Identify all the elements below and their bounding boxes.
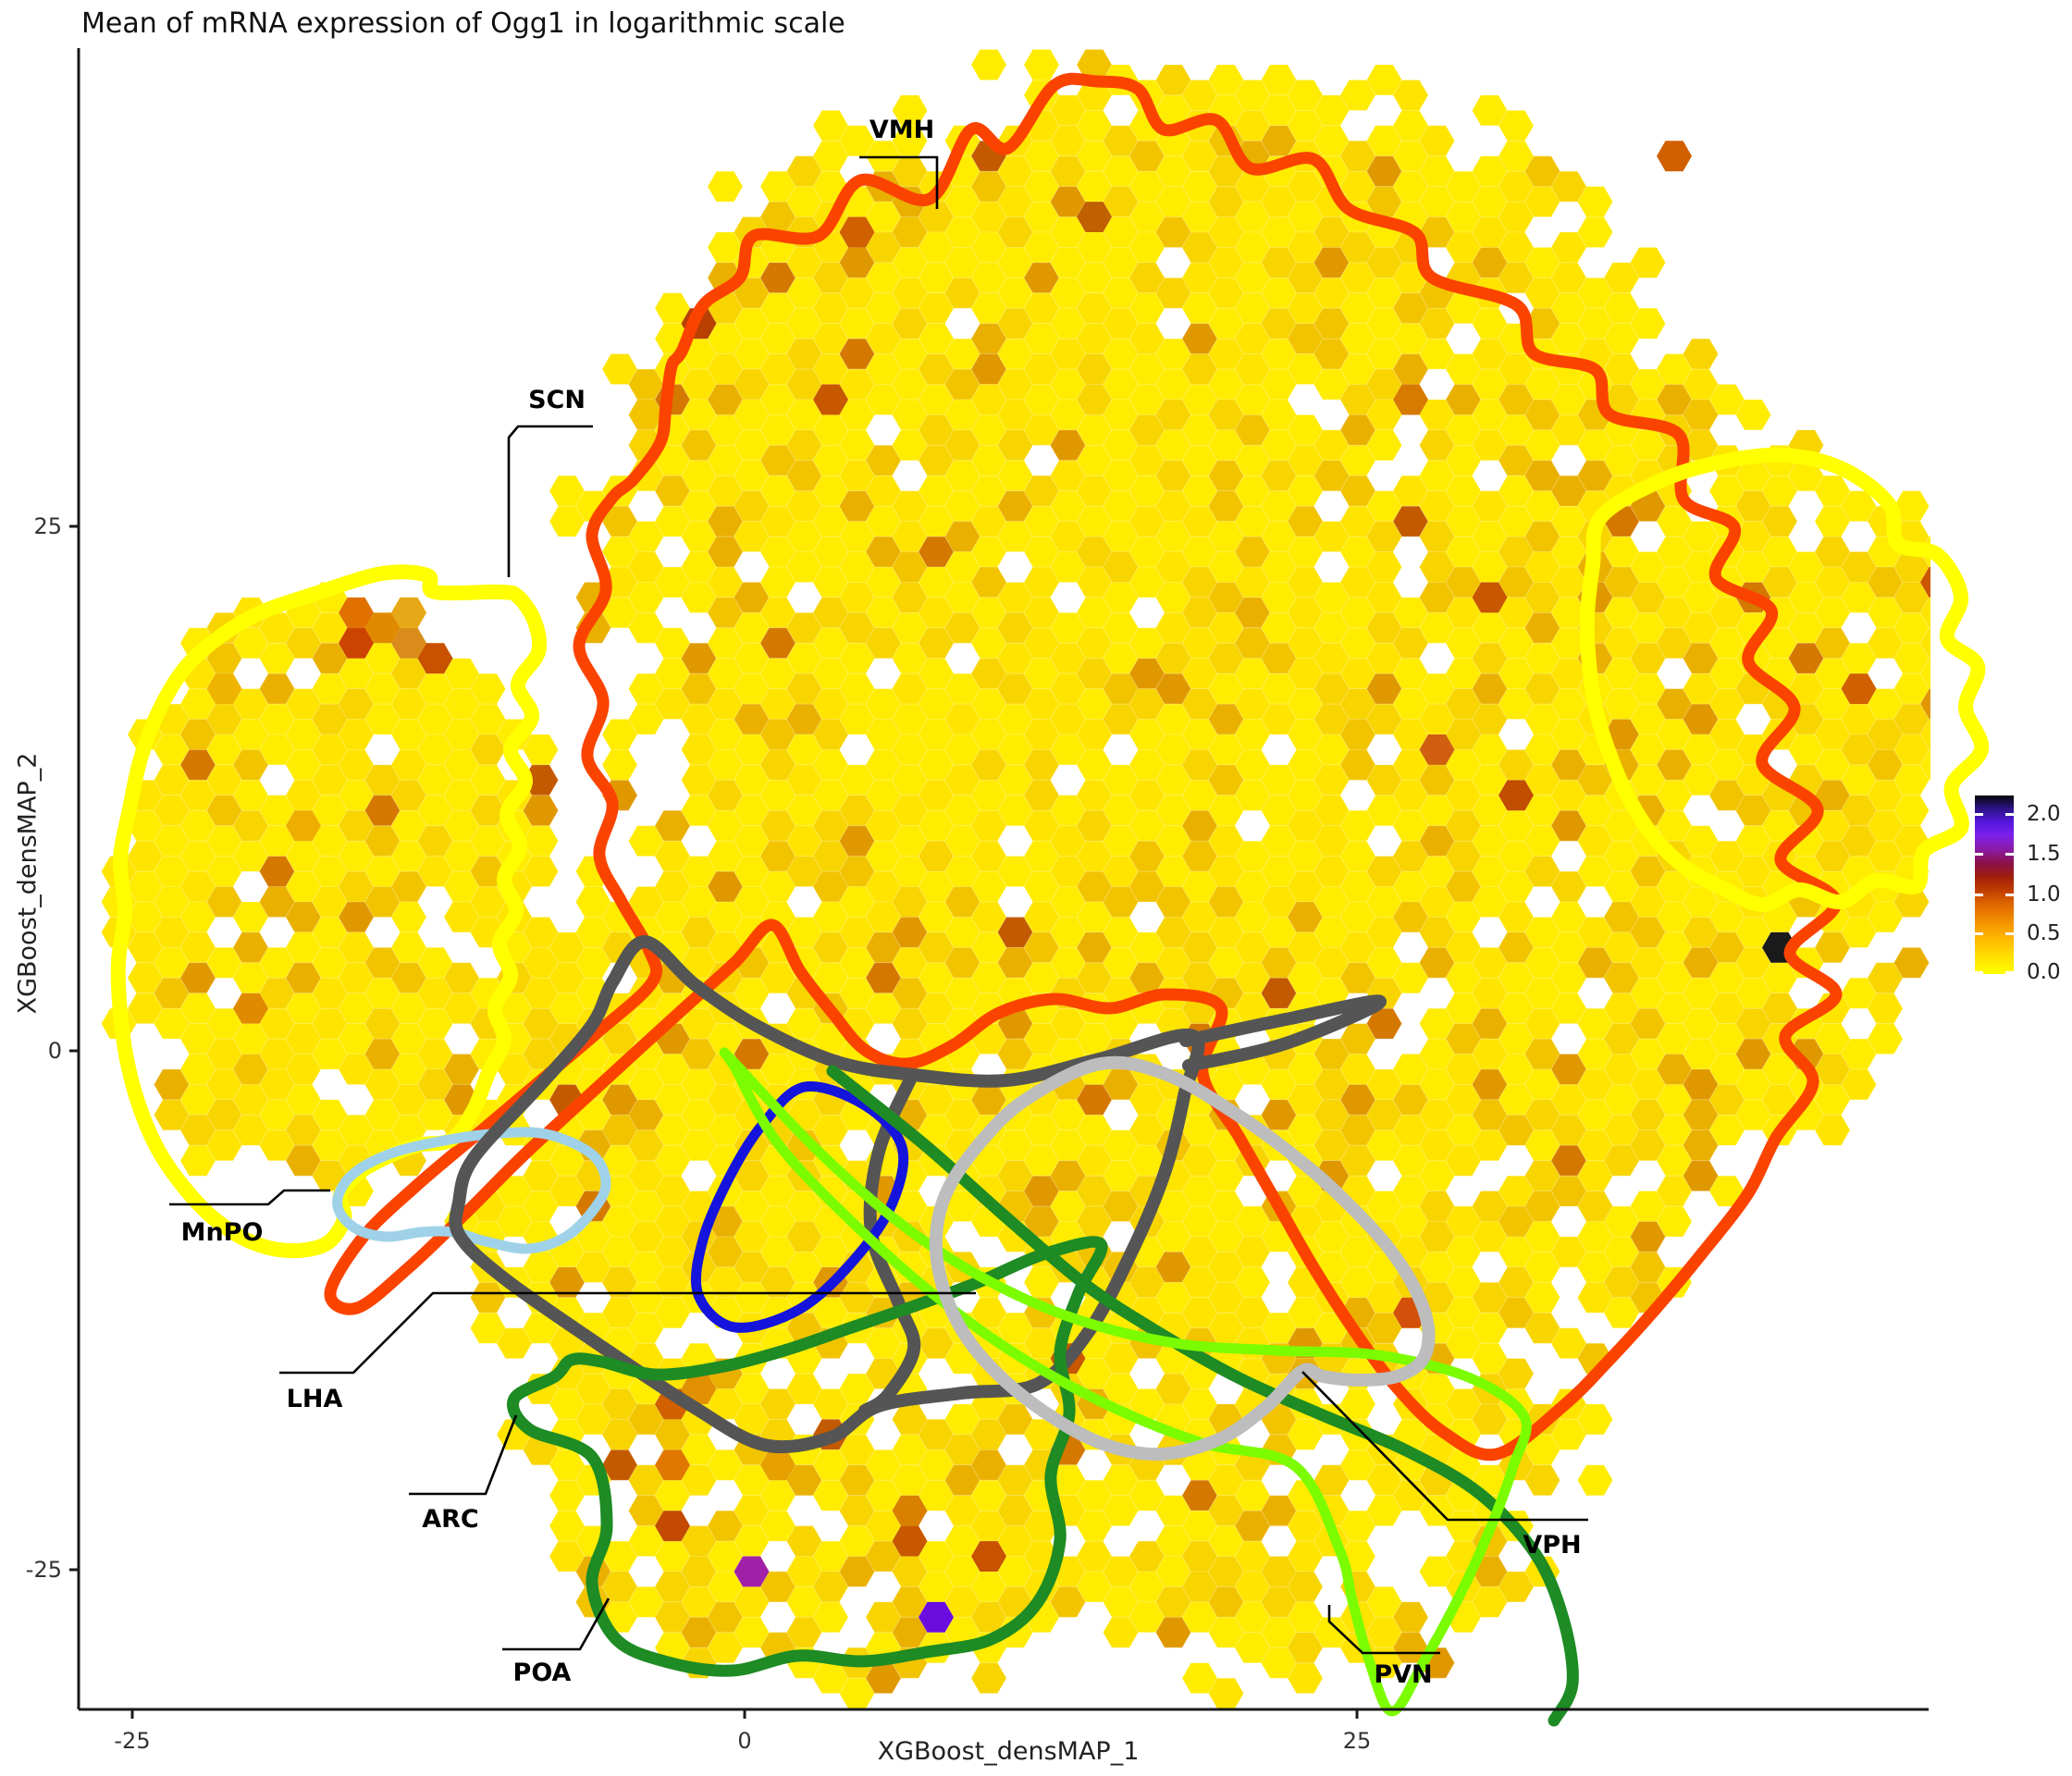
special-hex (206, 673, 242, 705)
x-tick-label: 0 (737, 1728, 751, 1754)
y-tick-label: -25 (26, 1557, 62, 1583)
x-tick-label: 25 (1343, 1728, 1372, 1754)
special-hex (1472, 582, 1508, 613)
region-label-vph: VPH (1523, 1531, 1581, 1560)
y-tick-label: 25 (33, 513, 62, 539)
region-outline-poa (826, 1065, 1579, 1727)
special-hex (1077, 202, 1112, 232)
region-label-scn: SCN (528, 386, 586, 414)
special-hex (919, 1601, 954, 1633)
region-outline-scn (1579, 447, 1990, 912)
region-label-poa: POA (513, 1659, 572, 1687)
special-hex (734, 1556, 770, 1587)
region-outline-lha (1179, 994, 1387, 1072)
region-outline-mnpo (332, 1127, 611, 1254)
colorbar-label: 1.0 (2027, 882, 2061, 906)
region-outline-poa (507, 1236, 1108, 1677)
region-label-lha: LHA (287, 1385, 343, 1413)
special-hex (813, 384, 848, 415)
special-hex (1920, 567, 1930, 598)
colorbar-tick (2005, 853, 2014, 856)
region-annotations: VMH SCN MnPO LHA ARC POA PVN VPH (169, 116, 1588, 1689)
colorbar-label: 2.0 (2027, 802, 2061, 826)
colorbar-tick (2005, 932, 2014, 935)
leader-line-pvn (1327, 1605, 1440, 1655)
region-label-arc: ARC (422, 1505, 479, 1534)
special-hex (655, 1511, 690, 1542)
y-axis-title: XGBoost_densMAP_2 (13, 752, 43, 1015)
special-hex (892, 1525, 928, 1557)
special-hex (839, 216, 875, 248)
leader-line-vph (1301, 1371, 1588, 1522)
chart-title: Mean of mRNA expression of Ogg1 in logar… (81, 7, 845, 40)
leader-line-mnpo (169, 1189, 330, 1206)
special-hex (971, 1541, 1006, 1572)
special-hex (233, 993, 268, 1024)
region-contours (110, 72, 1990, 1727)
colorbar-tick (1975, 813, 1983, 816)
axes: -25 0 25 25 0 -25 (26, 48, 1929, 1754)
region-outline-arc (691, 1080, 909, 1333)
leader-line-scn (507, 425, 593, 577)
region-outline-lha (858, 1071, 921, 1417)
special-hex (339, 597, 374, 628)
colorbar-tick (1975, 971, 1983, 974)
region-outline-lha (449, 935, 1205, 1454)
colorbar-tick (2005, 813, 2014, 816)
leader-line-lha (279, 1291, 976, 1375)
region-label-mnpo: MnPO (181, 1218, 264, 1247)
region-outline-vph (929, 1055, 1436, 1462)
colorbar-tick (1975, 932, 1983, 935)
special-hex (1393, 384, 1428, 415)
colorbar (1975, 796, 2014, 974)
colorbar-tick (2005, 894, 2014, 896)
x-tick-label: -25 (114, 1728, 150, 1754)
leader-line-vmh (859, 155, 939, 209)
special-hex (1841, 673, 1877, 705)
special-hex (1498, 780, 1534, 811)
special-hex (1657, 141, 1692, 172)
special-hex (391, 597, 426, 628)
colorbar-tick (1975, 894, 1983, 896)
leader-line-poa (502, 1597, 610, 1651)
colorbar-label: 1.5 (2027, 842, 2061, 866)
special-hex (760, 1449, 796, 1481)
hexbin-layer (100, 49, 1930, 1708)
colorbar-tick (1975, 853, 1983, 856)
colorbar-tick (2005, 971, 2014, 974)
colorbar-label: 0.5 (2027, 921, 2061, 945)
special-hex (417, 643, 453, 674)
special-hex (339, 627, 374, 659)
special-hex (286, 810, 321, 842)
special-hex (391, 627, 426, 659)
x-axis-title: XGBoost_densMAP_1 (877, 1737, 1140, 1766)
leader-line-arc (409, 1414, 518, 1496)
special-hex (681, 1374, 717, 1404)
region-label-pvn: PVN (1374, 1660, 1432, 1689)
special-hex (1419, 734, 1455, 765)
special-hex (892, 1495, 928, 1526)
region-label-vmh: VMH (870, 116, 934, 144)
special-hex (655, 1449, 690, 1481)
colorbar-label: 0.0 (2027, 960, 2061, 984)
special-hex (364, 612, 401, 644)
y-tick-label: 0 (48, 1038, 62, 1064)
